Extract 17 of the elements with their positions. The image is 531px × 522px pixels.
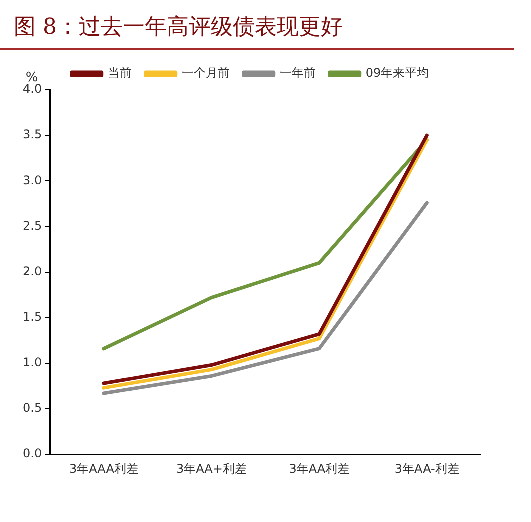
y-tick-label: 2.0 (22, 264, 42, 278)
x-tick-label: 3年AA-利差 (394, 462, 460, 476)
y-tick-label: 0.0 (22, 446, 42, 461)
y-tick-label: 1.0 (22, 356, 42, 370)
y-tick-label: 3.0 (22, 173, 42, 188)
x-tick-label: 3年AAA利差 (69, 462, 138, 476)
legend-label: 一年前 (280, 66, 316, 80)
y-tick-label: 3.5 (22, 128, 42, 142)
y-tick-label: 1.5 (22, 310, 42, 324)
y-tick-label: 0.5 (22, 401, 42, 416)
x-tick-label: 3年AA利差 (289, 462, 350, 476)
legend-label: 一个月前 (182, 66, 230, 80)
y-tick-label: 2.5 (22, 218, 42, 233)
legend-label: 当前 (108, 66, 132, 80)
legend-label: 09年来平均 (366, 66, 430, 80)
chart-title: 图 8：过去一年高评级债表现更好 (0, 8, 514, 50)
x-tick-label: 3年AA+利差 (176, 462, 247, 476)
